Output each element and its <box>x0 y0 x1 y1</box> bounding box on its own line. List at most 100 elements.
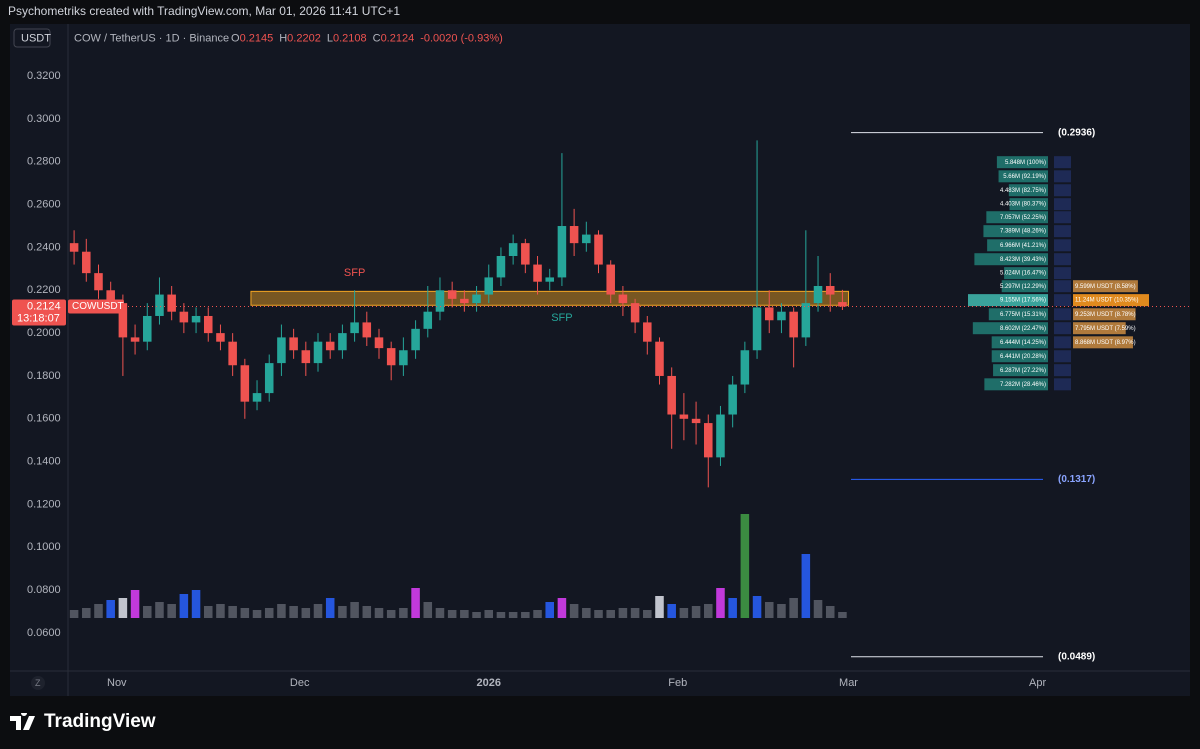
profile-mid <box>1054 378 1071 391</box>
volume-bar <box>801 554 811 618</box>
candle-body <box>374 337 384 349</box>
candle-body <box>484 277 494 295</box>
volume-bar <box>825 606 835 618</box>
candle-body <box>777 311 786 321</box>
profile-left <box>996 156 1048 169</box>
volume-bar <box>277 604 286 618</box>
brand: TradingView <box>44 711 156 732</box>
profile-right-label: 7.795M USDT (7.59%) <box>1075 326 1136 332</box>
profile-mid <box>1054 267 1071 280</box>
symbol: COW / TetherUS · 1D · Binance <box>74 32 229 44</box>
volume-bar <box>252 610 262 618</box>
profile-right <box>1073 308 1136 321</box>
profile-mid <box>1054 170 1071 183</box>
candle-body <box>143 315 152 342</box>
y-tick-label: 0.3000 <box>27 113 61 125</box>
candle-body <box>460 298 469 304</box>
volume-bar <box>704 604 713 618</box>
volume-bar <box>447 610 457 618</box>
annotation: SFP <box>551 312 572 324</box>
volume-bar <box>545 602 554 618</box>
volume-bar <box>301 608 311 618</box>
candle-body <box>386 348 396 366</box>
y-tick-label: 0.2600 <box>27 198 61 210</box>
volume-bar <box>411 588 420 618</box>
profile-mid <box>1054 156 1071 169</box>
profile-right <box>1073 322 1126 335</box>
volume-bar <box>191 590 201 618</box>
volume-bar <box>582 608 591 618</box>
ohlc-value: 0.2145 <box>240 32 274 44</box>
candle-body <box>813 285 823 304</box>
volume-bar <box>216 604 225 618</box>
candle-body <box>179 311 189 323</box>
volume-bar <box>69 610 79 618</box>
ohlc-value: 0.2108 <box>333 32 367 44</box>
y-tick-label: 0.0800 <box>27 584 61 596</box>
candle-body <box>399 350 408 366</box>
profile-mid <box>1054 280 1071 293</box>
candle-body <box>569 226 579 244</box>
volume-bar <box>325 598 335 618</box>
volume-bar <box>313 604 323 618</box>
volume-bar <box>752 596 762 618</box>
ohlc-value: 0.2202 <box>287 32 321 44</box>
volume-bar <box>618 608 628 618</box>
profile-mid <box>1054 225 1071 238</box>
candle-body <box>203 315 213 334</box>
volume-bar <box>533 610 542 618</box>
profile-mid <box>1054 184 1071 197</box>
candle-body <box>716 414 725 458</box>
volume-bar <box>399 608 408 618</box>
profile-mid <box>1054 294 1071 307</box>
profile-mid <box>1054 350 1071 363</box>
zoom-label[interactable]: Z <box>35 678 41 688</box>
candle-body <box>545 277 554 282</box>
profile-mid <box>1054 253 1071 266</box>
x-tick-label: Mar <box>839 677 858 689</box>
y-tick-label: 0.1200 <box>27 498 61 510</box>
volume-bar <box>143 606 152 618</box>
zoom-button[interactable] <box>31 676 45 690</box>
profile-mid <box>1054 336 1071 349</box>
candle-body <box>289 337 298 351</box>
profile-left-label: 6.966M (41.21%) <box>1000 243 1046 249</box>
profile-left <box>972 322 1048 335</box>
volume-bar <box>118 598 128 618</box>
profile-left-label: 7.282M (28.46%) <box>1000 382 1046 388</box>
annotation: SFP <box>344 267 365 279</box>
symbol-tag-box <box>68 299 124 314</box>
profile-left-label: 6.287M (27.22%) <box>1000 368 1046 374</box>
profile-left-label: 9.155M (17.56%) <box>1000 298 1046 304</box>
profile-left <box>987 239 1048 252</box>
candle-body <box>752 307 762 351</box>
profile-right <box>1073 294 1149 307</box>
symbol-tag: COWUSDT <box>72 301 124 312</box>
candle-body <box>582 234 591 244</box>
volume-bar <box>179 594 189 618</box>
y-tick-label: 0.1800 <box>27 370 61 382</box>
y-tick-label: 0.1400 <box>27 456 61 468</box>
volume-bar <box>338 606 347 618</box>
volume-bar <box>362 606 372 618</box>
ohlc-value: 0.2124 <box>381 32 415 44</box>
price-tag <box>12 299 66 326</box>
candle-body <box>338 333 347 351</box>
volume-bar <box>350 602 359 618</box>
volume-bar <box>94 604 103 618</box>
candle-body <box>411 328 420 351</box>
level-label: (0.1317) <box>1058 474 1095 485</box>
candle-body <box>216 333 225 342</box>
candle-body <box>277 337 286 364</box>
currency[interactable]: USDT <box>21 32 51 44</box>
volume-bar <box>667 604 676 618</box>
volume-bar <box>155 602 164 618</box>
volume-bar <box>484 610 494 618</box>
last-price: 0.2124 <box>27 300 61 312</box>
x-tick-label: Dec <box>290 677 310 689</box>
currency-box[interactable] <box>13 28 51 48</box>
profile-left-label: 7.057M (52.25%) <box>1000 215 1046 221</box>
candle-body <box>801 303 811 338</box>
y-tick-label: 0.2000 <box>27 327 61 339</box>
